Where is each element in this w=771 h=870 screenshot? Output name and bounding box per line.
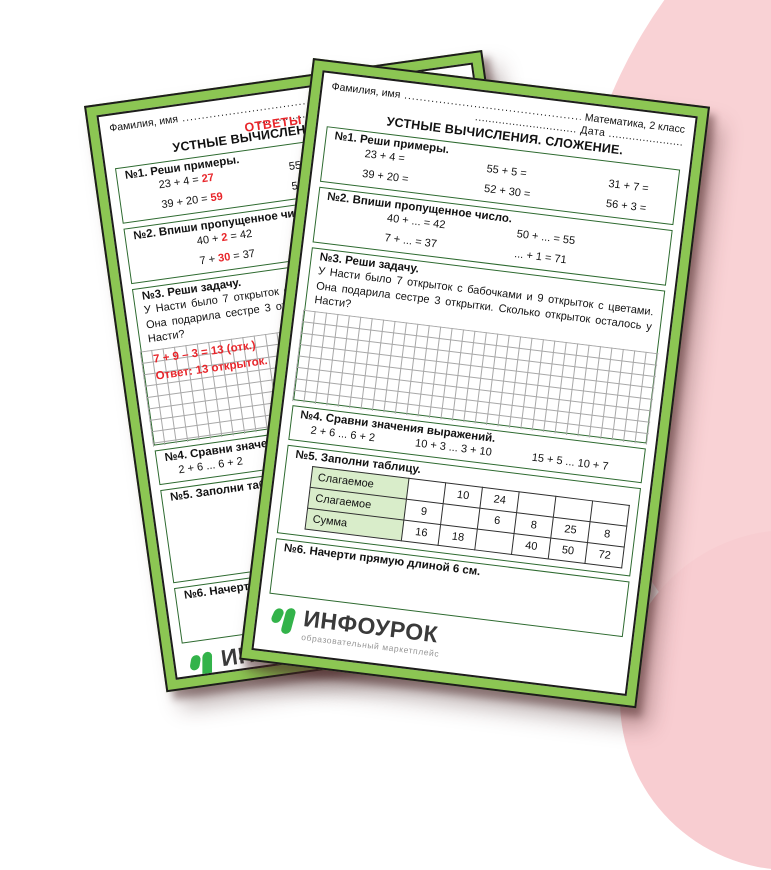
cell: 16 bbox=[401, 520, 441, 546]
cell bbox=[475, 529, 515, 555]
cell: 50 bbox=[548, 538, 588, 564]
equation: 39 + 20 = bbox=[361, 167, 410, 186]
date-label: Дата bbox=[579, 124, 607, 140]
task1-col2: 55 + 5 = 52 + 30 = bbox=[483, 163, 533, 200]
front-worksheet-paper: Фамилия, имя ...........................… bbox=[251, 70, 698, 696]
infourok-logo-text: ИНФОУРОК образовательный маркетплейс bbox=[301, 605, 443, 659]
equation: 31 + 7 = bbox=[607, 177, 650, 195]
task1-col1: 23 + 4 = 39 + 20 = bbox=[362, 148, 412, 185]
answer-worksheet: ОТВЕТЫ Фамилия, имя ....................… bbox=[84, 50, 565, 693]
cell: 72 bbox=[584, 542, 625, 568]
equation: 7 + ... = 37 bbox=[383, 232, 438, 251]
answer-worksheet-paper: ОТВЕТЫ Фамилия, имя ....................… bbox=[96, 62, 553, 680]
infourok-logo-icon bbox=[271, 608, 296, 634]
equation: ... + 1 = 71 bbox=[513, 248, 568, 267]
answer-task2-col1: 40 + 2 = 42 7 + 30 = 37 bbox=[196, 228, 256, 267]
equation: 39 + 20 = 59 bbox=[160, 190, 224, 212]
equation: 52 + 30 = bbox=[483, 182, 532, 201]
answer-task1-col1: 23 + 4 = 27 39 + 20 = 59 bbox=[158, 171, 224, 211]
front-worksheet: Фамилия, имя ...........................… bbox=[239, 58, 711, 709]
equation: 56 + 3 = bbox=[605, 197, 647, 215]
answer-value: 59 bbox=[209, 190, 224, 205]
equation: 7 + 30 = 37 bbox=[198, 247, 256, 268]
answer-value: 27 bbox=[200, 171, 215, 186]
infourok-logo: ИНФОУРОК образовательный маркетплейс bbox=[266, 603, 622, 681]
task1-col3: 31 + 7 = 56 + 3 = bbox=[605, 178, 649, 215]
infourok-logo-icon bbox=[190, 651, 213, 679]
equation: 55 + 5 = bbox=[485, 163, 528, 180]
poster-canvas: { "colors":{ "background_pink":"#f9d2d5"… bbox=[84, 0, 771, 870]
infourok-logo: ИНФОУРОК образовательный маркетплейс bbox=[185, 603, 542, 680]
task2-col2: 50 + ... = 55 ... + 1 = 71 bbox=[514, 228, 576, 267]
cell: 40 bbox=[511, 533, 551, 559]
task2-col1: 40 + ... = 42 7 + ... = 37 bbox=[384, 212, 446, 251]
cell: 18 bbox=[438, 524, 478, 550]
